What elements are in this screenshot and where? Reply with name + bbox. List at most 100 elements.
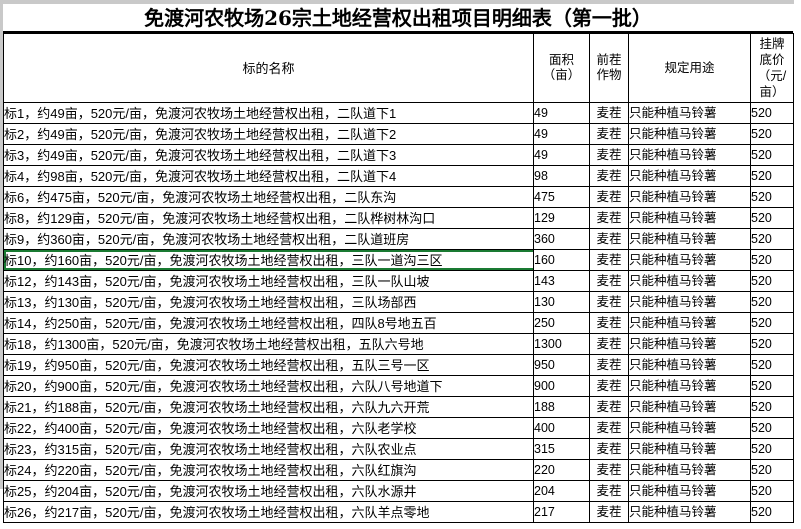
cell-area[interactable]: 250 xyxy=(533,312,590,334)
cell-prev-crop[interactable]: 麦茬 xyxy=(589,123,629,145)
cell-use[interactable]: 只能种植马铃薯 xyxy=(628,249,751,271)
table-row[interactable]: 标20，约900亩，520元/亩，免渡河农牧场土地经营权出租，六队八号地道下 90… xyxy=(3,375,794,397)
cell-name[interactable]: 标22，约400亩，520元/亩，免渡河农牧场土地经营权出租，六队老学校 xyxy=(3,417,534,439)
cell-name[interactable]: 标2，约49亩，520元/亩，免渡河农牧场土地经营权出租，二队道下2 xyxy=(3,123,534,145)
cell-area[interactable]: 360 xyxy=(533,228,590,250)
cell-name[interactable]: 标8，约129亩，520元/亩，免渡河农牧场土地经营权出租，二队桦树林沟口 xyxy=(3,207,534,229)
cell-name[interactable]: 标19，约950亩，520元/亩，免渡河农牧场土地经营权出租，五队三号一区 xyxy=(3,354,534,376)
cell-use[interactable]: 只能种植马铃薯 xyxy=(628,459,751,481)
cell-use[interactable]: 只能种植马铃薯 xyxy=(628,375,751,397)
cell-use[interactable]: 只能种植马铃薯 xyxy=(628,186,751,208)
cell-name[interactable]: 标6，约475亩，520元/亩，免渡河农牧场土地经营权出租，二队东沟 xyxy=(3,186,534,208)
cell-price[interactable]: 520 xyxy=(750,144,794,166)
table-row[interactable]: 标24，约220亩，520元/亩，免渡河农牧场土地经营权出租，六队红旗沟 220 麦… xyxy=(3,459,794,481)
cell-price[interactable]: 520 xyxy=(750,123,794,145)
cell-use[interactable]: 只能种植马铃薯 xyxy=(628,123,751,145)
table-row[interactable]: 标25，约204亩，520元/亩，免渡河农牧场土地经营权出租，六队水源井 204 麦… xyxy=(3,480,794,502)
table-row[interactable]: 标10，约160亩，520元/亩，免渡河农牧场土地经营权出租，三队一道沟三区 16… xyxy=(3,249,794,271)
cell-area[interactable]: 204 xyxy=(533,480,590,502)
cell-prev-crop[interactable]: 麦茬 xyxy=(589,438,629,460)
cell-use[interactable]: 只能种植马铃薯 xyxy=(628,291,751,313)
cell-name[interactable]: 标24，约220亩，520元/亩，免渡河农牧场土地经营权出租，六队红旗沟 xyxy=(3,459,534,481)
cell-prev-crop[interactable]: 麦茬 xyxy=(589,501,629,523)
cell-price[interactable]: 520 xyxy=(750,480,794,502)
cell-prev-crop[interactable]: 麦茬 xyxy=(589,207,629,229)
cell-use[interactable]: 只能种植马铃薯 xyxy=(628,438,751,460)
cell-use[interactable]: 只能种植马铃薯 xyxy=(628,270,751,292)
cell-use[interactable]: 只能种植马铃薯 xyxy=(628,312,751,334)
cell-use[interactable]: 只能种植马铃薯 xyxy=(628,354,751,376)
cell-prev-crop[interactable]: 麦茬 xyxy=(589,375,629,397)
cell-price[interactable]: 520 xyxy=(750,228,794,250)
cell-price[interactable]: 520 xyxy=(750,186,794,208)
cell-use[interactable]: 只能种植马铃薯 xyxy=(628,417,751,439)
cell-area[interactable]: 900 xyxy=(533,375,590,397)
cell-price[interactable]: 520 xyxy=(750,270,794,292)
cell-name[interactable]: 标25，约204亩，520元/亩，免渡河农牧场土地经营权出租，六队水源井 xyxy=(3,480,534,502)
table-row[interactable]: 标22，约400亩，520元/亩，免渡河农牧场土地经营权出租，六队老学校 400 麦… xyxy=(3,417,794,439)
cell-name[interactable]: 标3，约49亩，520元/亩，免渡河农牧场土地经营权出租，二队道下3 xyxy=(3,144,534,166)
cell-name[interactable]: 标12，约143亩，520元/亩，免渡河农牧场土地经营权出租，三队一队山坡 xyxy=(3,270,534,292)
cell-prev-crop[interactable]: 麦茬 xyxy=(589,354,629,376)
cell-area[interactable]: 315 xyxy=(533,438,590,460)
cell-prev-crop[interactable]: 麦茬 xyxy=(589,186,629,208)
table-row[interactable]: 标9，约360亩，520元/亩，免渡河农牧场土地经营权出租，二队道班房 360 麦茬… xyxy=(3,228,794,250)
cell-prev-crop[interactable]: 麦茬 xyxy=(589,480,629,502)
cell-use[interactable]: 只能种植马铃薯 xyxy=(628,207,751,229)
cell-prev-crop[interactable]: 麦茬 xyxy=(589,396,629,418)
cell-prev-crop[interactable]: 麦茬 xyxy=(589,417,629,439)
cell-use[interactable]: 只能种植马铃薯 xyxy=(628,144,751,166)
cell-prev-crop[interactable]: 麦茬 xyxy=(589,459,629,481)
cell-prev-crop[interactable]: 麦茬 xyxy=(589,102,629,124)
cell-area[interactable]: 220 xyxy=(533,459,590,481)
table-row[interactable]: 标26，约217亩，520元/亩，免渡河农牧场土地经营权出租，六队羊点零地 217… xyxy=(3,501,794,523)
cell-name[interactable]: 标1，约49亩，520元/亩，免渡河农牧场土地经营权出租，二队道下1 xyxy=(3,102,534,124)
table-row[interactable]: 标2，约49亩，520元/亩，免渡河农牧场土地经营权出租，二队道下2 49 麦茬 只能… xyxy=(3,123,794,145)
cell-area[interactable]: 49 xyxy=(533,102,590,124)
cell-area[interactable]: 130 xyxy=(533,291,590,313)
cell-area[interactable]: 143 xyxy=(533,270,590,292)
table-row[interactable]: 标23，约315亩，520元/亩，免渡河农牧场土地经营权出租，六队农业点 315 麦… xyxy=(3,438,794,460)
cell-name[interactable]: 标20，约900亩，520元/亩，免渡河农牧场土地经营权出租，六队八号地道下 xyxy=(3,375,534,397)
cell-use[interactable]: 只能种植马铃薯 xyxy=(628,228,751,250)
cell-area[interactable]: 400 xyxy=(533,417,590,439)
cell-prev-crop[interactable]: 麦茬 xyxy=(589,333,629,355)
table-row[interactable]: 标3，约49亩，520元/亩，免渡河农牧场土地经营权出租，二队道下3 49 麦茬 只能… xyxy=(3,144,794,166)
cell-area[interactable]: 950 xyxy=(533,354,590,376)
cell-area[interactable]: 49 xyxy=(533,123,590,145)
cell-price[interactable]: 520 xyxy=(750,291,794,313)
cell-prev-crop[interactable]: 麦茬 xyxy=(589,228,629,250)
cell-use[interactable]: 只能种植马铃薯 xyxy=(628,165,751,187)
cell-price[interactable]: 520 xyxy=(750,354,794,376)
cell-prev-crop[interactable]: 麦茬 xyxy=(589,144,629,166)
cell-name[interactable]: 标4，约98亩，520元/亩，免渡河农牧场土地经营权出租，二队道下4 xyxy=(3,165,534,187)
cell-use[interactable]: 只能种植马铃薯 xyxy=(628,480,751,502)
table-row[interactable]: 标12，约143亩，520元/亩，免渡河农牧场土地经营权出租，三队一队山坡 143… xyxy=(3,270,794,292)
cell-area[interactable]: 1300 xyxy=(533,333,590,355)
cell-area[interactable]: 217 xyxy=(533,501,590,523)
cell-name[interactable]: 标10，约160亩，520元/亩，免渡河农牧场土地经营权出租，三队一道沟三区 xyxy=(3,249,534,271)
cell-price[interactable]: 520 xyxy=(750,396,794,418)
cell-area[interactable]: 98 xyxy=(533,165,590,187)
cell-price[interactable]: 520 xyxy=(750,249,794,271)
cell-area[interactable]: 160 xyxy=(533,249,590,271)
cell-name[interactable]: 标9，约360亩，520元/亩，免渡河农牧场土地经营权出租，二队道班房 xyxy=(3,228,534,250)
cell-prev-crop[interactable]: 麦茬 xyxy=(589,270,629,292)
cell-price[interactable]: 520 xyxy=(750,207,794,229)
table-row[interactable]: 标6，约475亩，520元/亩，免渡河农牧场土地经营权出租，二队东沟 475 麦茬只… xyxy=(3,186,794,208)
cell-name[interactable]: 标26，约217亩，520元/亩，免渡河农牧场土地经营权出租，六队羊点零地 xyxy=(3,501,534,523)
cell-price[interactable]: 520 xyxy=(750,165,794,187)
cell-name[interactable]: 标13，约130亩，520元/亩，免渡河农牧场土地经营权出租，三队场部西 xyxy=(3,291,534,313)
cell-name[interactable]: 标21，约188亩，520元/亩，免渡河农牧场土地经营权出租，六队九六开荒 xyxy=(3,396,534,418)
cell-price[interactable]: 520 xyxy=(750,501,794,523)
cell-price[interactable]: 520 xyxy=(750,438,794,460)
cell-price[interactable]: 520 xyxy=(750,312,794,334)
cell-area[interactable]: 475 xyxy=(533,186,590,208)
cell-use[interactable]: 只能种植马铃薯 xyxy=(628,102,751,124)
table-row[interactable]: 标8，约129亩，520元/亩，免渡河农牧场土地经营权出租，二队桦树林沟口 129… xyxy=(3,207,794,229)
cell-prev-crop[interactable]: 麦茬 xyxy=(589,165,629,187)
cell-price[interactable]: 520 xyxy=(750,459,794,481)
cell-use[interactable]: 只能种植马铃薯 xyxy=(628,333,751,355)
table-row[interactable]: 标14，约250亩，520元/亩，免渡河农牧场土地经营权出租，四队8号地五百 25… xyxy=(3,312,794,334)
cell-prev-crop[interactable]: 麦茬 xyxy=(589,249,629,271)
